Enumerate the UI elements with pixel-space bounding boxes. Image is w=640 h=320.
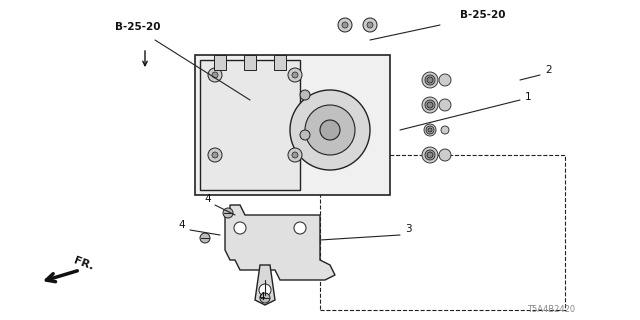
- Circle shape: [439, 74, 451, 86]
- Circle shape: [338, 18, 352, 32]
- Circle shape: [260, 293, 270, 303]
- Circle shape: [234, 222, 246, 234]
- Bar: [200, 60, 300, 190]
- Circle shape: [259, 284, 271, 296]
- Circle shape: [208, 148, 222, 162]
- Bar: [214, 55, 226, 70]
- Circle shape: [200, 233, 210, 243]
- Circle shape: [427, 152, 433, 158]
- Text: FR.: FR.: [72, 256, 95, 272]
- Circle shape: [426, 126, 434, 134]
- Circle shape: [300, 90, 310, 100]
- Circle shape: [212, 72, 218, 78]
- Text: 1: 1: [525, 92, 532, 102]
- Circle shape: [288, 148, 302, 162]
- Text: B-25-20: B-25-20: [460, 10, 506, 20]
- Circle shape: [424, 124, 436, 136]
- Circle shape: [363, 18, 377, 32]
- Text: 4: 4: [178, 220, 184, 230]
- Circle shape: [294, 222, 306, 234]
- Bar: [274, 55, 286, 70]
- Circle shape: [422, 97, 438, 113]
- Text: 2: 2: [545, 65, 552, 75]
- Circle shape: [342, 22, 348, 28]
- Text: 4: 4: [258, 292, 264, 302]
- Bar: [195, 55, 390, 195]
- Circle shape: [320, 120, 340, 140]
- Circle shape: [290, 90, 370, 170]
- Circle shape: [427, 77, 433, 83]
- Text: T5A4B2420: T5A4B2420: [527, 305, 575, 314]
- Circle shape: [212, 152, 218, 158]
- Circle shape: [425, 75, 435, 85]
- Bar: [320, 155, 565, 310]
- Circle shape: [441, 126, 449, 134]
- Circle shape: [422, 147, 438, 163]
- Circle shape: [223, 208, 233, 218]
- Text: B-25-20: B-25-20: [115, 22, 161, 32]
- Circle shape: [292, 72, 298, 78]
- Circle shape: [425, 150, 435, 160]
- Circle shape: [425, 100, 435, 110]
- Circle shape: [288, 68, 302, 82]
- Circle shape: [439, 149, 451, 161]
- Text: 3: 3: [405, 224, 412, 234]
- Circle shape: [208, 68, 222, 82]
- Circle shape: [292, 152, 298, 158]
- Circle shape: [305, 105, 355, 155]
- Circle shape: [439, 99, 451, 111]
- Circle shape: [422, 72, 438, 88]
- Bar: [244, 55, 256, 70]
- Polygon shape: [255, 265, 275, 305]
- Polygon shape: [225, 205, 335, 280]
- Circle shape: [367, 22, 373, 28]
- Circle shape: [300, 130, 310, 140]
- Circle shape: [427, 102, 433, 108]
- Text: 4: 4: [204, 194, 211, 204]
- Circle shape: [428, 128, 432, 132]
